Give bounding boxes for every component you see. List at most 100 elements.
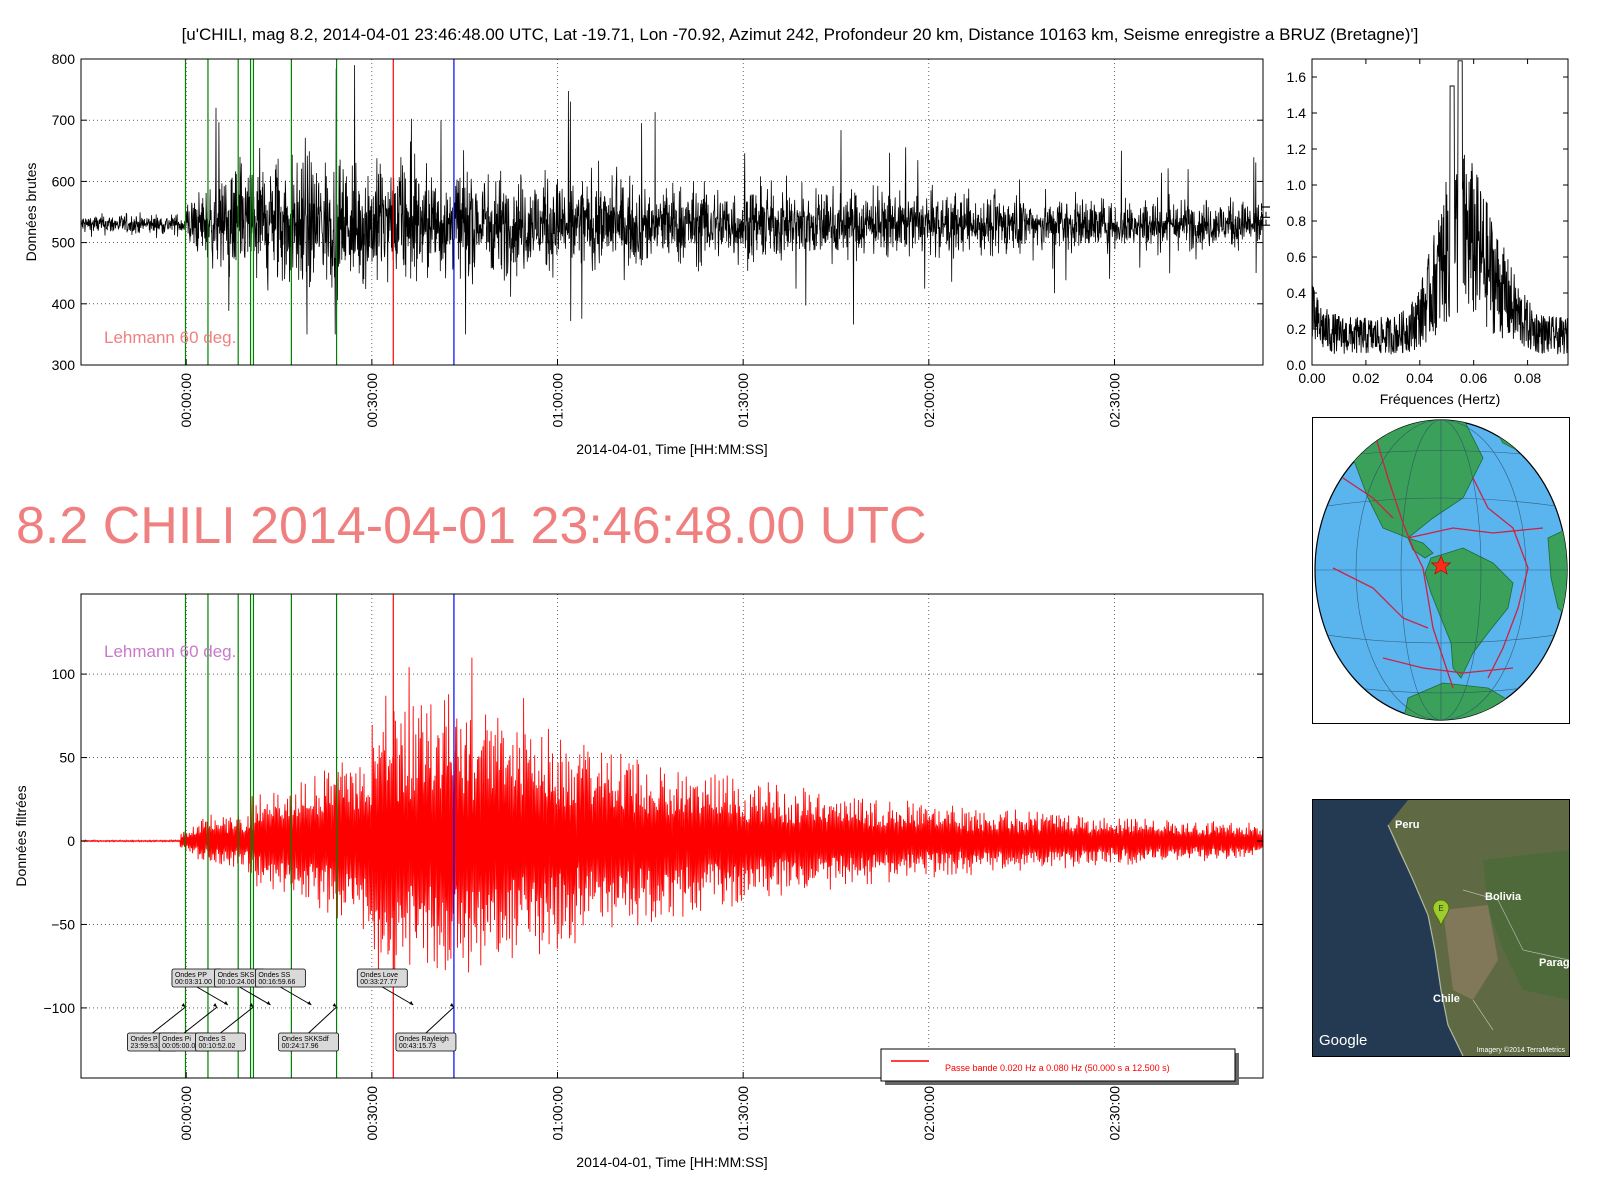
phase-label-arrow — [425, 1006, 455, 1034]
arrowhead-icon — [213, 1003, 218, 1007]
filtered-xtick-label: 01:00:00 — [550, 1086, 566, 1141]
map-pin-icon[interactable]: E — [1432, 899, 1450, 927]
fft-plot-frame — [1311, 58, 1569, 366]
phase-label-name: Ondes P — [130, 1036, 158, 1043]
map-pin-letter: E — [1438, 904, 1443, 913]
phase-label-arrow — [239, 986, 271, 1006]
fft-ytick-label: 0.4 — [1287, 285, 1307, 301]
raw-ytick-label: 400 — [52, 296, 76, 312]
filtered-ytick-label: −100 — [43, 1000, 75, 1016]
arrowhead-icon — [249, 1003, 254, 1007]
globe-graphic — [1314, 419, 1568, 721]
raw-xtick-label: 02:30:00 — [1106, 373, 1122, 428]
fft-ytick-label: 1.0 — [1287, 177, 1307, 193]
fft-xtick-label: 0.06 — [1460, 370, 1487, 386]
filtered-ytick-label: 100 — [52, 666, 76, 682]
phase-label-arrow — [152, 1006, 186, 1034]
raw-xtick-label: 00:00:00 — [178, 373, 194, 428]
phase-label-box — [395, 1032, 457, 1052]
phase-label-time: 00:16:59.66 — [258, 979, 295, 986]
filtered-xtick-label: 01:30:00 — [735, 1086, 751, 1141]
fft-ytick-label: 0.6 — [1287, 249, 1307, 265]
phase-label-arrow — [280, 986, 312, 1006]
fft-xtick-label: 0.00 — [1298, 370, 1325, 386]
star-icon — [1430, 555, 1452, 575]
phase-label-time: 23:59:53.13 — [130, 1043, 167, 1050]
filtered-data-chart: −100 −50 0 50 100 00:00:00 00:30:00 01:00:00 01:… — [13, 593, 1264, 1170]
google-logo: Google — [1319, 1032, 1367, 1049]
fft-xlabel: Fréquences (Hertz) — [1380, 391, 1501, 407]
satellite-map-inset: Peru Bolivia Parag Chile E Google Imager… — [1312, 799, 1570, 1057]
raw-ytick-label: 300 — [52, 357, 76, 373]
satellite-map-graphic: Peru Bolivia Parag Chile E Google Imager… — [1313, 800, 1569, 1056]
arrowhead-icon — [181, 1003, 186, 1007]
phase-label-name: Ondes Love — [360, 972, 398, 979]
filtered-xtick-label: 00:00:00 — [178, 1086, 194, 1141]
filtered-xtick-label: 02:00:00 — [921, 1086, 937, 1141]
raw-trace — [80, 65, 1264, 335]
fft-ytick-label: 1.2 — [1287, 141, 1307, 157]
map-credit: Imagery ©2014 TerraMetrics — [1477, 1046, 1566, 1054]
fft-ytick-label: 0.0 — [1287, 357, 1307, 373]
phase-label-name: Ondes PP — [175, 972, 207, 979]
arrowhead-icon — [449, 1003, 454, 1007]
raw-xtick-label: 00:30:00 — [364, 373, 380, 428]
raw-ytick-label: 500 — [52, 235, 76, 251]
raw-ylabel: Données brutes — [23, 163, 39, 262]
fft-chart: 0.0 0.2 0.4 0.6 0.8 1.0 1.2 1.4 1.6 0.00 0.02 0.04 0… — [1258, 58, 1569, 407]
phase-label-arrow — [382, 986, 414, 1006]
fft-xtick-label: 0.08 — [1514, 370, 1541, 386]
phase-label-name: Ondes SKKSdf — [282, 1036, 329, 1043]
phase-label-box — [356, 968, 408, 988]
filtered-legend: Passe bande 0.020 Hz a 0.080 Hz (50.000 … — [880, 1048, 1239, 1085]
phase-label-time: 00:03:31.00 — [175, 979, 212, 986]
phase-label-time: 00:33:27.77 — [360, 979, 397, 986]
phase-label-name: Ondes S — [198, 1036, 226, 1043]
phase-label-time: 00:24:17.96 — [282, 1043, 319, 1050]
phase-label-arrow — [308, 1006, 337, 1034]
phase-label-box — [195, 1032, 246, 1052]
raw-xtick-label: 02:00:00 — [921, 373, 937, 428]
map-label-bolivia: Bolivia — [1485, 891, 1522, 903]
raw-xtick-label: 01:00:00 — [550, 373, 566, 428]
phase-label-name: Ondes SS — [258, 972, 290, 979]
raw-lehmann-annotation: Lehmann 60 deg. — [104, 328, 236, 347]
globe-land — [1315, 420, 1567, 720]
filtered-ylabel: Données filtrées — [13, 785, 29, 886]
fft-ytick-label: 0.2 — [1287, 321, 1307, 337]
fft-ytick-label: 1.6 — [1287, 69, 1307, 85]
raw-ytick-label: 800 — [52, 51, 76, 67]
phase-label-box — [278, 1032, 339, 1052]
phase-label-time: 00:10:52.02 — [198, 1043, 235, 1050]
figure-title: [u'CHILI, mag 8.2, 2014-04-01 23:46:48.0… — [182, 25, 1419, 44]
filtered-xtick-label: 02:30:00 — [1106, 1086, 1122, 1141]
legend-box — [880, 1048, 1236, 1082]
globe-inset — [1312, 417, 1570, 724]
fft-ytick-label: 1.4 — [1287, 105, 1307, 121]
filtered-plot-frame — [80, 593, 1264, 1079]
fft-xtick-label: 0.02 — [1352, 370, 1379, 386]
map-label-paraguay: Parag — [1539, 957, 1569, 969]
phase-label-name: Ondes Rayleigh — [399, 1036, 449, 1043]
map-label-peru: Peru — [1395, 819, 1419, 831]
phase-label: Ondes S00:10:52.02 — [195, 1003, 254, 1052]
raw-ytick-label: 600 — [52, 173, 76, 189]
arrowhead-icon — [409, 1001, 414, 1005]
raw-xtick-label: 01:30:00 — [735, 373, 751, 428]
arrowhead-icon — [223, 1001, 228, 1005]
legend-entry: Passe bande 0.020 Hz a 0.080 Hz (50.000 … — [945, 1063, 1170, 1073]
filtered-ytick-label: 0 — [67, 833, 75, 849]
fft-xtick-label: 0.04 — [1406, 370, 1433, 386]
fft-ytick-label: 0.8 — [1287, 213, 1307, 229]
phase-label-arrow — [196, 986, 229, 1006]
phase-label-time: 00:05:00.00 — [162, 1043, 199, 1050]
filtered-trace — [80, 657, 1264, 981]
fft-trace — [1311, 60, 1569, 355]
